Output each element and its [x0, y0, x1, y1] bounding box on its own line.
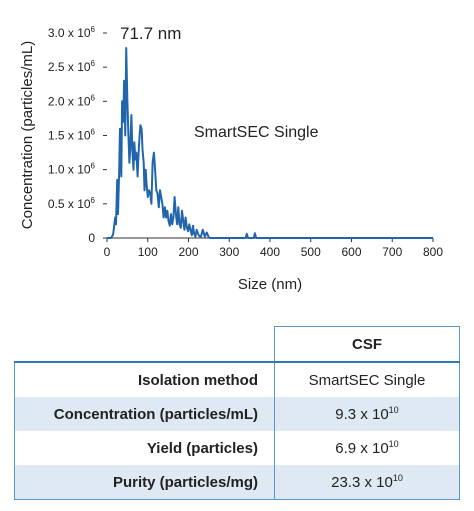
- x-tick-label: 0: [104, 245, 111, 259]
- x-tick-label: 400: [260, 245, 280, 259]
- x-tick-label: 200: [178, 245, 198, 259]
- y-tick-label: 1.5 x 106: [48, 128, 96, 143]
- table-header-blank: [14, 326, 275, 362]
- x-axis-ticks: 0 100 200 300 400 500 600 700 800: [104, 238, 443, 259]
- x-tick-label: 600: [341, 245, 361, 259]
- y-tick-label: 2.5 x 106: [48, 59, 96, 74]
- row-label: Concentration (particles/mL): [14, 397, 275, 431]
- y-tick-label: 3.0 x 106: [48, 25, 96, 40]
- series-annotation: SmartSEC Single: [194, 124, 319, 141]
- peak-annotation: 71.7 nm: [120, 24, 181, 43]
- row-value: 23.3 x 1010: [274, 465, 460, 500]
- table-row: Yield (particles) 6.9 x 1010: [14, 431, 460, 465]
- y-tick-label: 0.5 x 106: [48, 196, 96, 211]
- row-value-text: 23.3 x 10: [331, 473, 393, 491]
- y-axis-ticks: 0 0.5 x 106 1.0 x 106 1.5 x 106 2.0 x 106 2.5…: [48, 25, 107, 245]
- row-value-exponent: 10: [392, 472, 403, 483]
- x-tick-label: 800: [423, 245, 443, 259]
- y-axis-title: Concentration (particles/mL): [19, 41, 36, 229]
- table-header-row: CSF: [14, 326, 460, 363]
- row-label: Isolation method: [14, 361, 275, 397]
- row-label: Purity (particles/mg): [14, 465, 275, 500]
- x-axis-title: Size (nm): [238, 276, 302, 293]
- results-table: CSF Isolation method SmartSEC Single Con…: [14, 326, 460, 500]
- table-header-csf: CSF: [274, 326, 460, 363]
- x-tick-label: 700: [382, 245, 402, 259]
- x-tick-label: 300: [219, 245, 239, 259]
- row-label: Yield (particles): [14, 431, 275, 465]
- row-value-text: SmartSEC Single: [308, 371, 426, 389]
- x-tick-label: 500: [301, 245, 321, 259]
- y-tick-label: 2.0 x 106: [48, 93, 96, 108]
- x-tick-label: 100: [138, 245, 158, 259]
- table-row: Isolation method SmartSEC Single: [14, 361, 460, 397]
- row-value-text: 6.9 x 10: [335, 439, 389, 457]
- row-value-exponent: 10: [388, 404, 399, 415]
- table-row: Purity (particles/mg) 23.3 x 1010: [14, 465, 460, 500]
- row-value-exponent: 10: [388, 438, 399, 449]
- y-tick-label: 1.0 x 106: [48, 162, 96, 177]
- row-value: 6.9 x 1010: [274, 431, 460, 465]
- table-row: Concentration (particles/mL) 9.3 x 1010: [14, 397, 460, 431]
- series-line: [107, 47, 433, 239]
- row-value: SmartSEC Single: [274, 361, 460, 397]
- row-value: 9.3 x 1010: [274, 397, 460, 431]
- row-value-text: 9.3 x 10: [335, 405, 389, 423]
- y-tick-label: 0: [88, 231, 95, 245]
- size-distribution-chart: 0 0.5 x 106 1.0 x 106 1.5 x 106 2.0 x 106 2.5…: [19, 24, 443, 293]
